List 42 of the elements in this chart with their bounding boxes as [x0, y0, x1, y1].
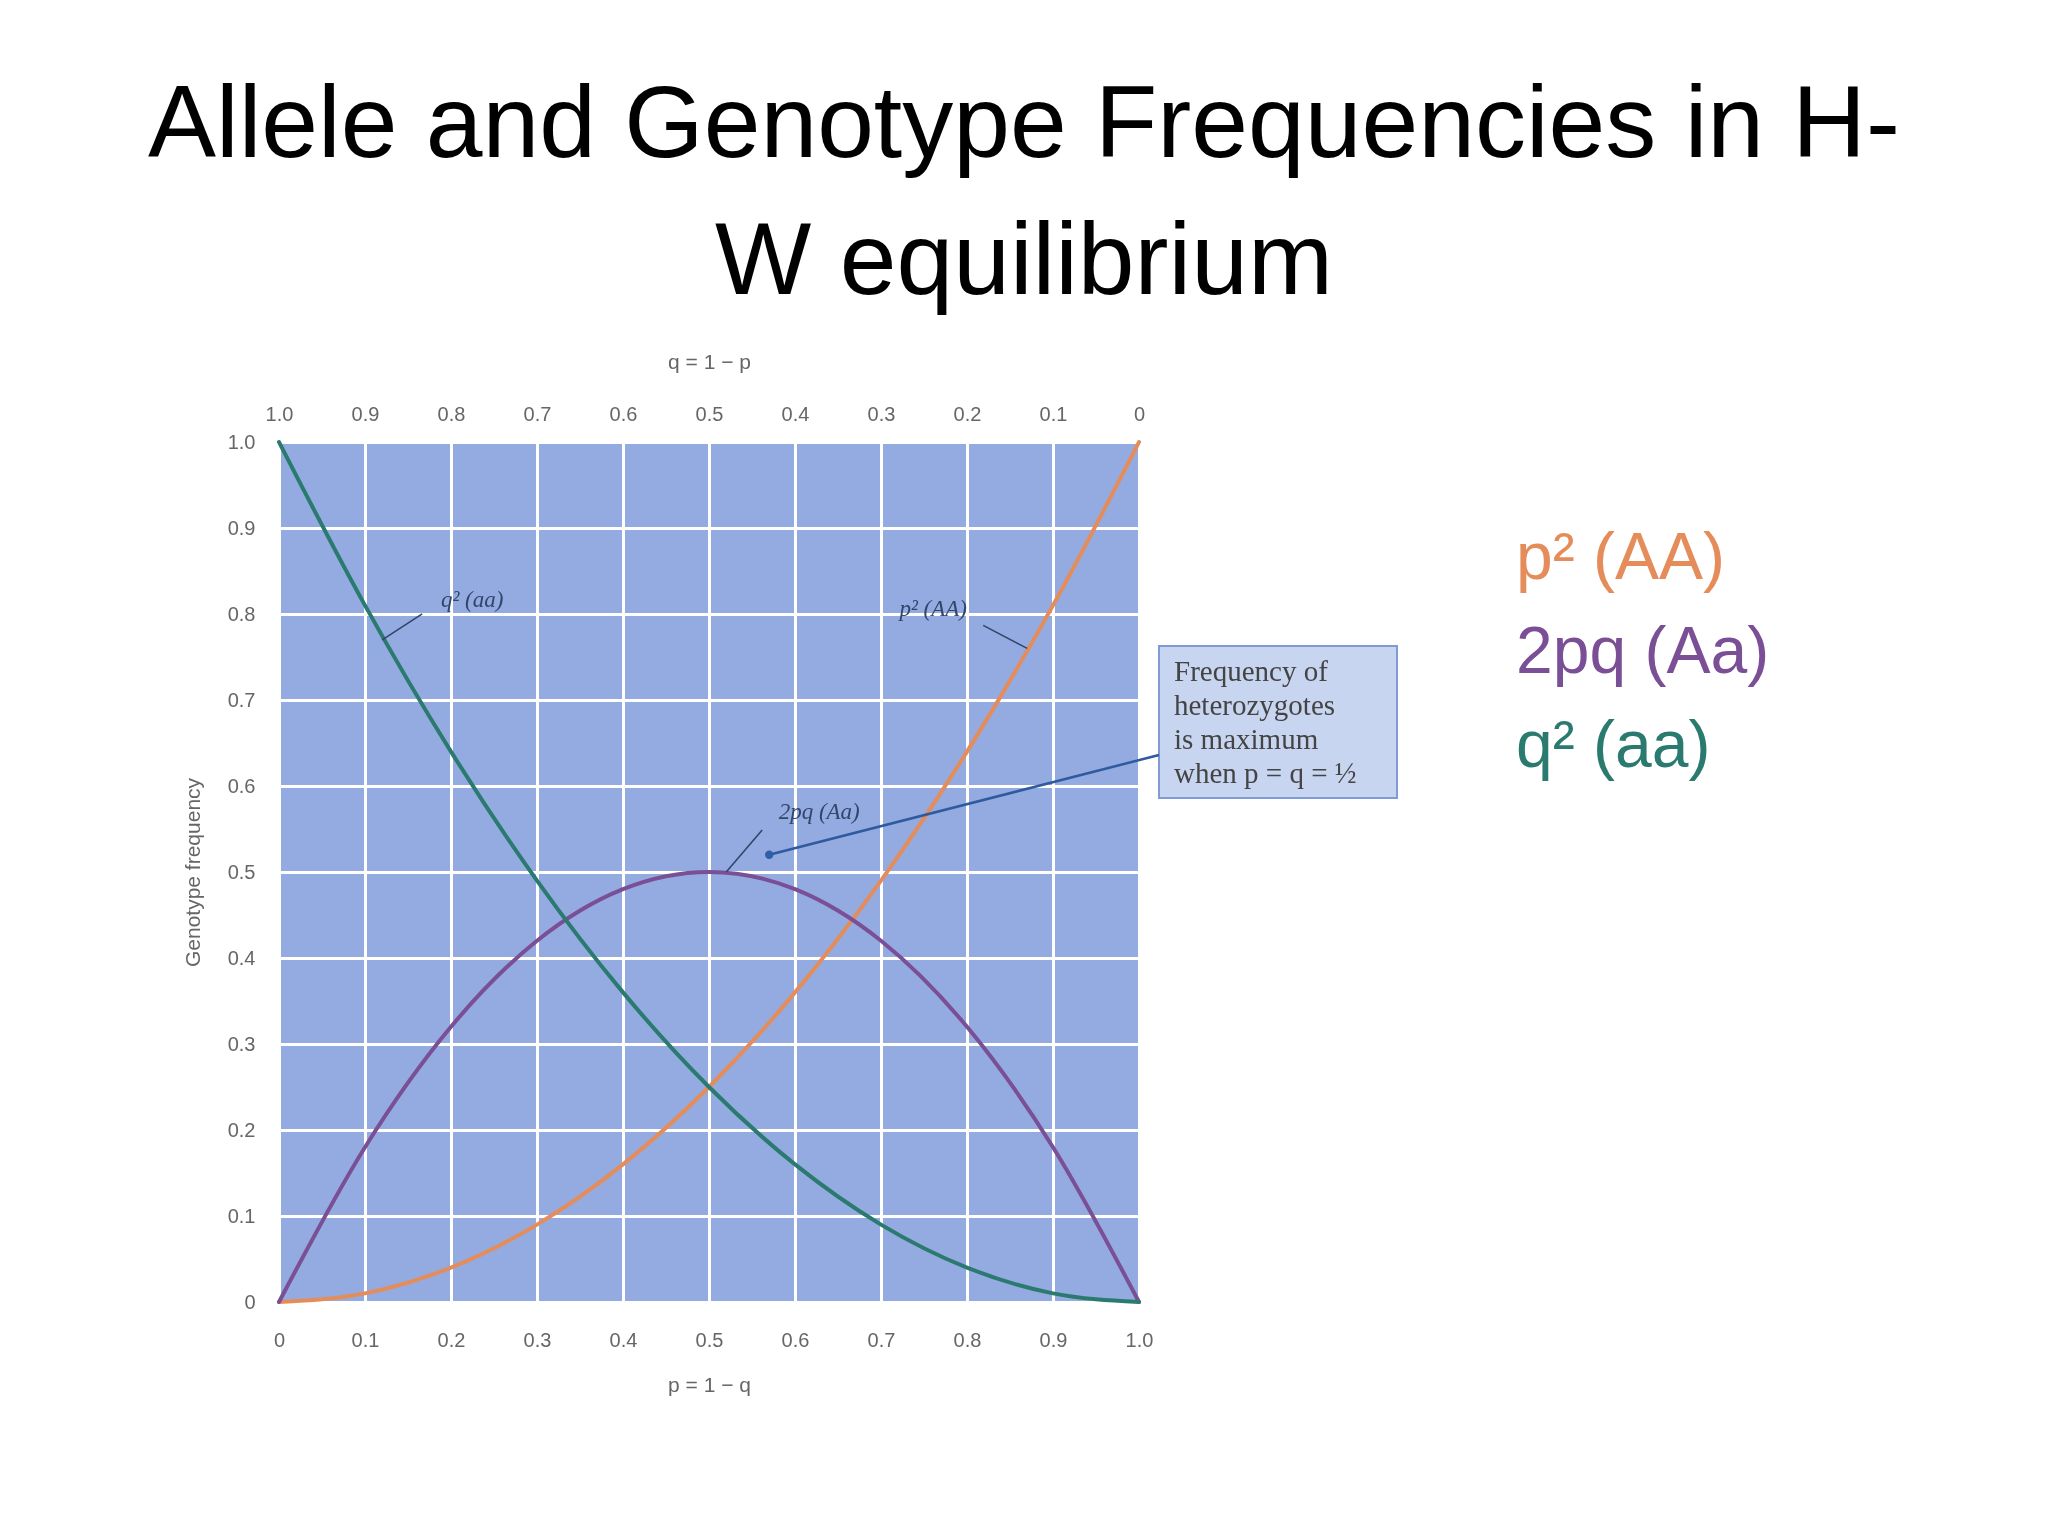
x2-tick-label: 0.9	[351, 402, 380, 425]
x-tick-label: 0.1	[351, 1328, 380, 1351]
x2-tick-label: 0	[1133, 402, 1146, 425]
y-tick-label: 0.8	[227, 602, 256, 625]
y-tick-label: 0	[244, 1290, 256, 1313]
line-series	[277, 440, 1141, 1304]
text: q² (aa)	[1516, 707, 1711, 781]
x2-tick-label: 0.7	[523, 402, 552, 425]
y-tick-label: 0.9	[227, 516, 256, 539]
x-tick-label: 0.4	[609, 1328, 638, 1351]
x2-tick-label: 0.8	[437, 402, 466, 425]
x2-tick-label: 0.4	[781, 402, 810, 425]
x-tick-label: 0	[273, 1328, 286, 1351]
chart-title: Allele and Genotype Frequencies in H-W equilibrium	[148, 65, 1900, 316]
y-tick-label: 0.5	[227, 860, 256, 883]
x-tick-label: 0.5	[695, 1328, 724, 1351]
y-axis-title: Genotype frequency	[180, 777, 204, 968]
x2-tick-label: 0.2	[953, 402, 982, 425]
x2-tick-label: 0.6	[609, 402, 638, 425]
y-tick-label: 0.7	[227, 688, 256, 711]
x-tick-label: 0.9	[1039, 1328, 1068, 1351]
y-tick-label: 0.4	[227, 946, 256, 969]
annotation: Frequency of heterozygotes is maximum when p = q = ½	[1174, 655, 1357, 789]
x-tick-label: 0.7	[867, 1328, 896, 1351]
y-tick-label: 0.1	[227, 1204, 256, 1227]
y-tick-label: 0.3	[227, 1032, 256, 1055]
x-tick-label: 0.8	[953, 1328, 982, 1351]
x2-tick-label: 0.5	[695, 402, 724, 425]
y-tick-label: 0.6	[227, 774, 256, 797]
x-tick-label: 0.2	[437, 1328, 466, 1351]
text: p² (AA)	[1516, 519, 1726, 593]
x-tick-label: 0.3	[523, 1328, 552, 1351]
x2-tick-label: 1.0	[265, 402, 294, 425]
x-tick-label: 0.6	[781, 1328, 810, 1351]
x-tick-label: 1.0	[1125, 1328, 1154, 1351]
x-axis-title: p = 1 − q	[668, 1372, 751, 1396]
x2-axis-title: q = 1 − p	[668, 349, 751, 373]
x2-tick-label: 0.3	[867, 402, 896, 425]
y-tick-label: 0.2	[227, 1118, 256, 1141]
text: 2pq (Aa)	[1516, 613, 1770, 687]
y-tick-label: 1.0	[227, 430, 256, 453]
x2-tick-label: 0.1	[1039, 402, 1068, 425]
